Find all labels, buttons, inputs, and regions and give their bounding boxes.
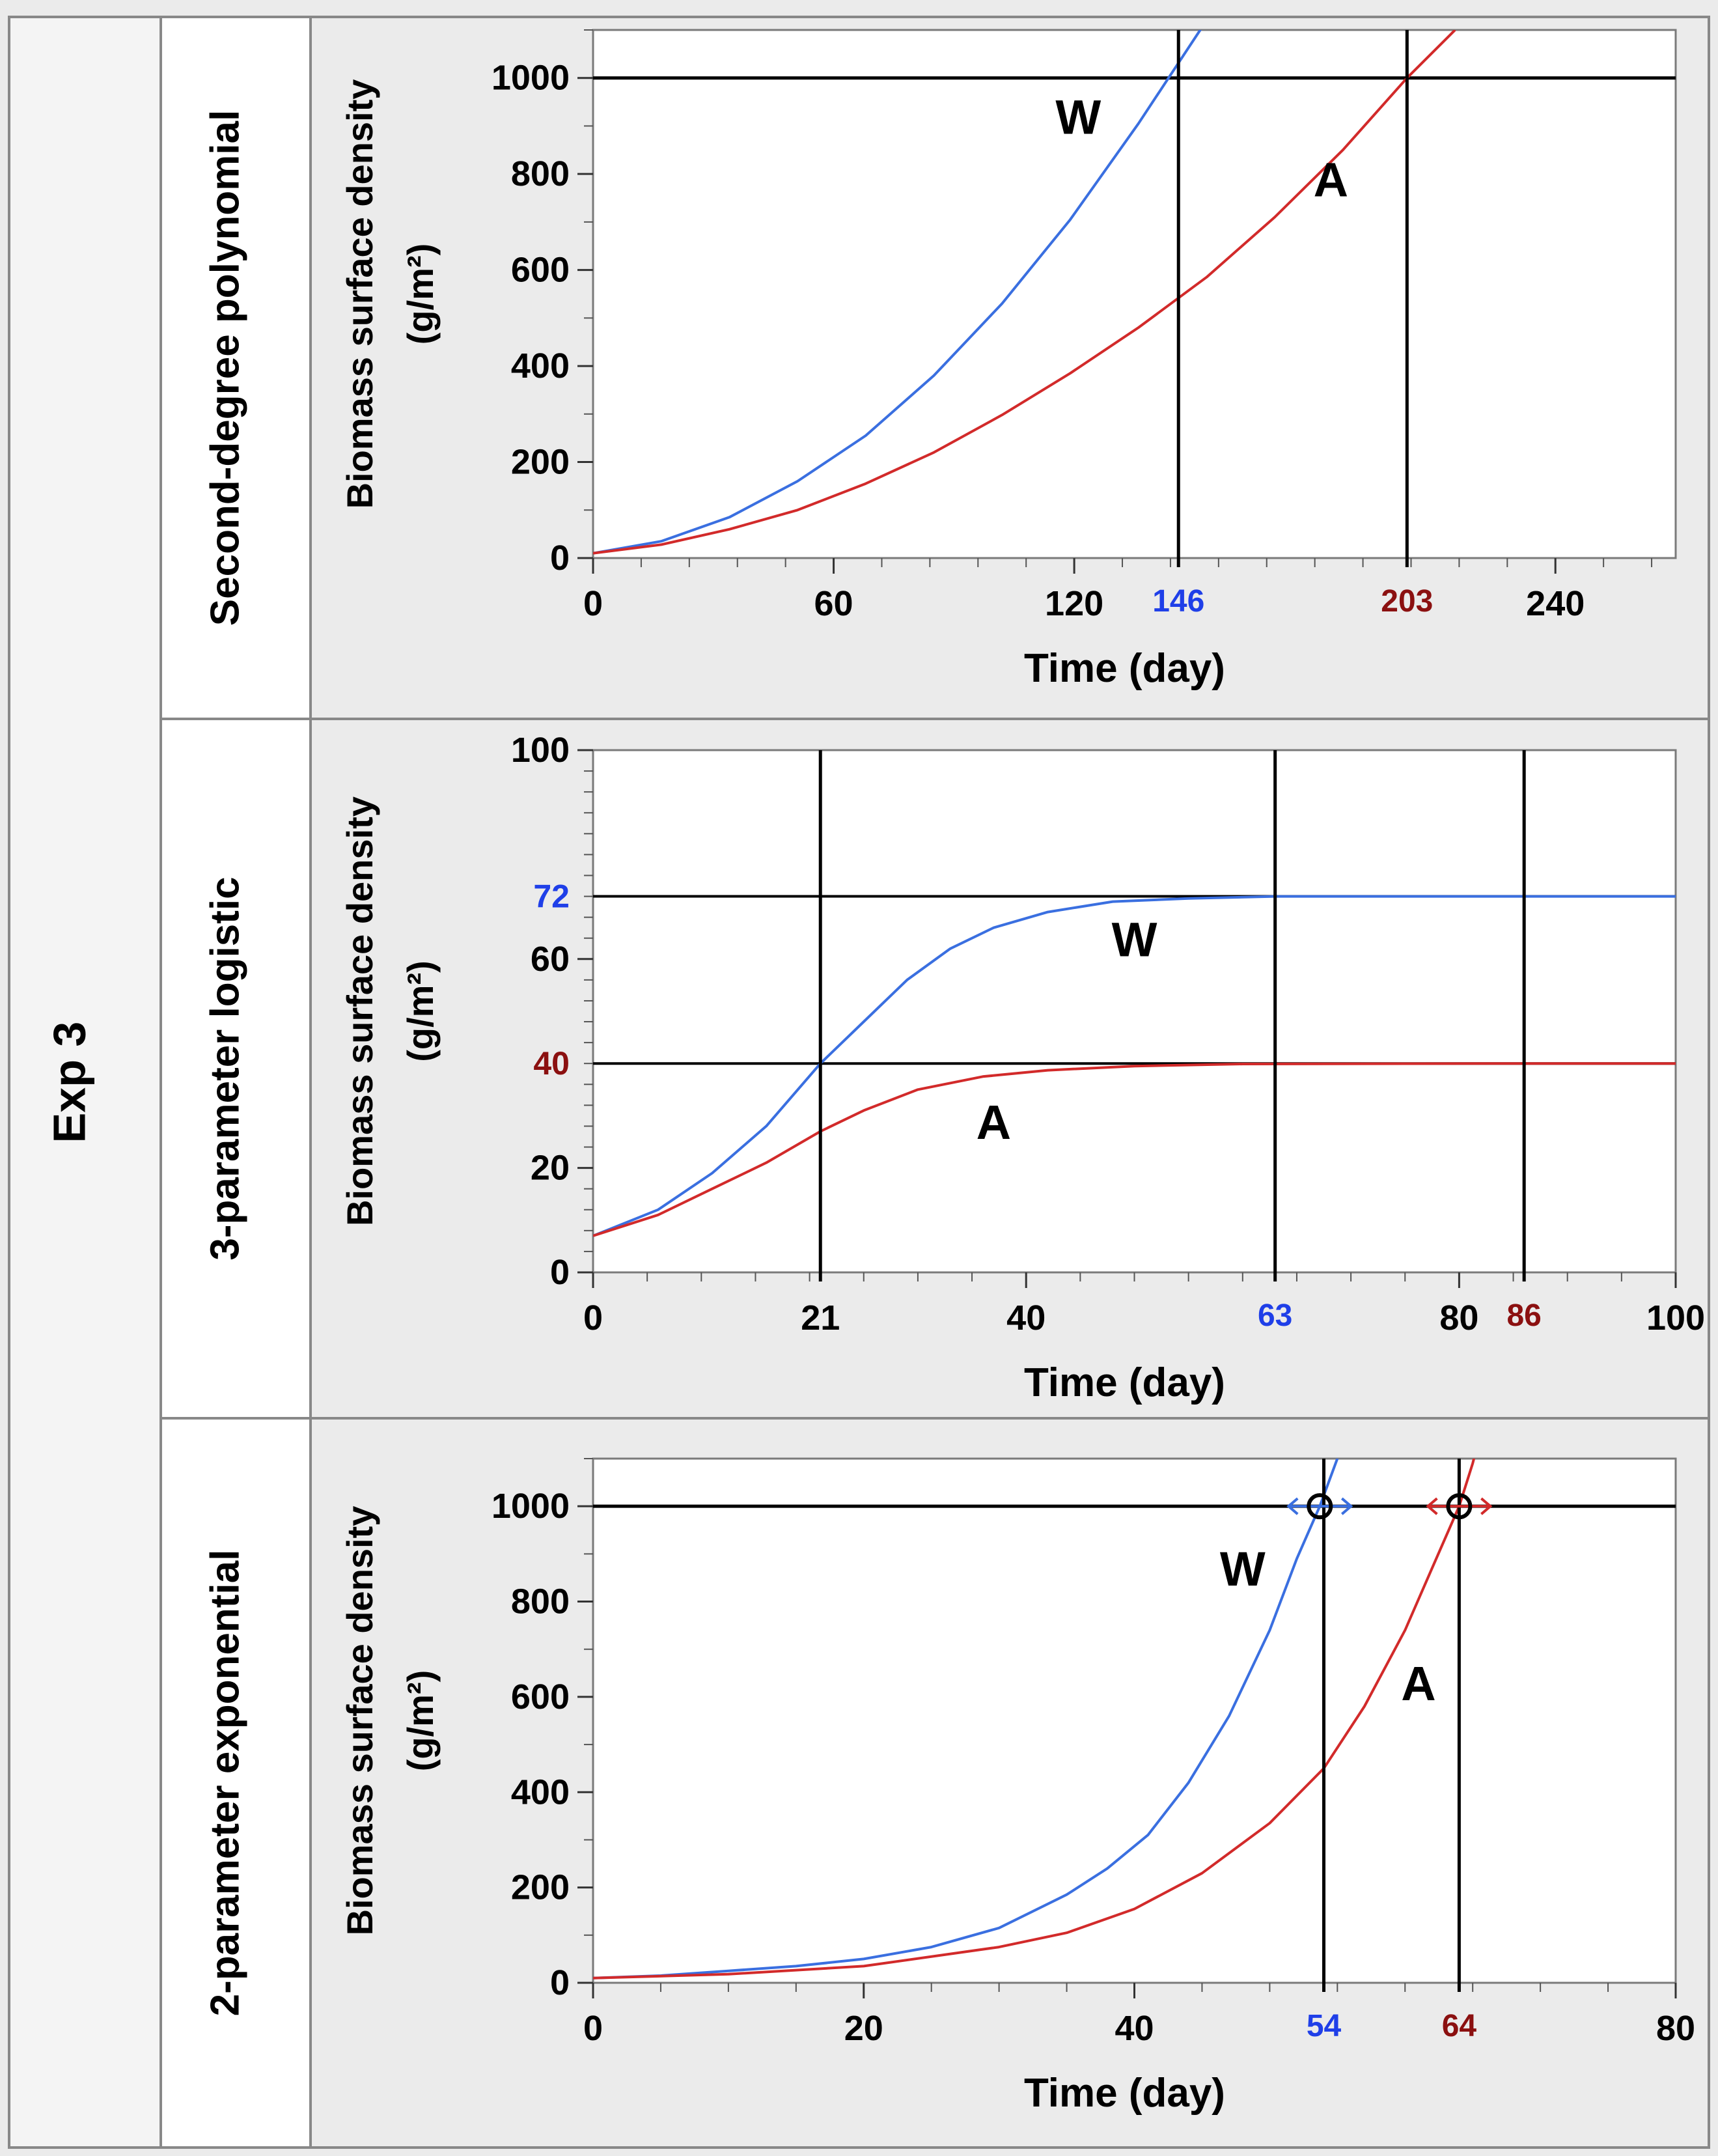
x-tick-label: 60 [814, 584, 853, 623]
y-tick-label: 60 [531, 940, 570, 979]
x-tick-label: 40 [1115, 2009, 1154, 2048]
x-axis-title: Time (day) [1024, 2071, 1225, 2116]
x-axis-title: Time (day) [1024, 1360, 1225, 1405]
series-A-line [593, 1459, 1476, 1980]
hline-label: 40 [533, 1045, 570, 1082]
panel-label-cell-1 [159, 16, 312, 720]
y-tick-label: 20 [531, 1149, 570, 1188]
panel-label-polynomial: Second-degree polynomial [202, 110, 247, 626]
y-tick-label: 200 [511, 443, 570, 482]
series-annotation-A: A [1401, 1657, 1435, 1711]
series-annotation-W: W [1220, 1542, 1266, 1596]
series-annotation-W: W [1055, 91, 1101, 145]
series-A-line [593, 1062, 1676, 1237]
series-annotation-W: W [1112, 912, 1157, 966]
vline-label: 21 [801, 1298, 840, 1337]
y-tick-label: 400 [511, 346, 570, 385]
marker-A-circle [1446, 1493, 1473, 1520]
y-tick-label: 0 [550, 539, 570, 578]
vline-label: 86 [1506, 1298, 1541, 1333]
x-tick-label: 80 [1656, 2009, 1695, 2048]
chart-panel-logistic: 0 40 80 100 0 20 60 100 Time (day) Biomass surfac… [309, 718, 1710, 1420]
y-axis-title: Biomass surface density [339, 1506, 380, 1936]
y-axis-unit: (g/m²) [400, 1670, 441, 1772]
vline-label: 64 [1442, 2009, 1477, 2043]
hline-label: 72 [533, 878, 570, 915]
marker-A-right-cap [1480, 1497, 1493, 1515]
y-tick-label: 600 [511, 1677, 570, 1716]
y-tick-label: 1000 [492, 1487, 570, 1526]
y-axis-title: Biomass surface density [339, 79, 380, 509]
exp-label: Exp 3 [44, 1022, 94, 1143]
series-A-line [593, 30, 1456, 555]
x-tick-label: 40 [1006, 1298, 1046, 1337]
series-W-line [593, 895, 1676, 1237]
series-W-line [593, 30, 1202, 555]
x-tick-label: 0 [583, 1298, 603, 1337]
vline-label: 63 [1258, 1298, 1292, 1333]
vline-label: 203 [1381, 584, 1433, 619]
exp-label-column [8, 16, 162, 2149]
plot-area [592, 29, 1677, 559]
x-tick-label: 100 [1646, 1298, 1705, 1337]
y-axis-unit: (g/m²) [400, 960, 441, 1062]
curves [593, 30, 1456, 555]
plot-area [592, 1457, 1677, 1984]
curves [593, 895, 1676, 1237]
y-tick-label: 0 [550, 1253, 570, 1292]
vline-label: 146 [1152, 584, 1204, 619]
panel-label-exponential: 2-parameter exponential [202, 1550, 247, 2017]
x-tick-label: 0 [583, 2009, 603, 2048]
y-tick-label: 100 [511, 731, 570, 770]
series-annotation-A: A [977, 1095, 1011, 1149]
y-axis-title: Biomass surface density [339, 796, 380, 1226]
x-tick-label: 80 [1439, 1298, 1478, 1337]
series-W-line [593, 1459, 1339, 1980]
x-tick-label: 20 [844, 2009, 883, 2048]
panel-label-cell-3 [159, 1417, 312, 2149]
y-tick-label: 0 [550, 1963, 570, 2002]
marker-W-right-cap [1340, 1497, 1353, 1515]
marker-A-left-cap [1426, 1497, 1438, 1515]
plot-area [592, 749, 1677, 1274]
marker-W-left-cap [1286, 1497, 1299, 1515]
x-axis-title: Time (day) [1024, 646, 1225, 691]
y-tick-label: 800 [511, 154, 570, 193]
y-tick-label: 800 [511, 1582, 570, 1621]
chart-panel-polynomial: 0 60 120 240 0 200 400 600 800 1000 Time (day) Biom… [309, 16, 1710, 720]
series-annotation-A: A [1314, 152, 1348, 206]
y-tick-label: 600 [511, 251, 570, 290]
marker-W-circle [1307, 1493, 1333, 1520]
curves [593, 1459, 1476, 1980]
panel-label-cell-2 [159, 718, 312, 1420]
y-tick-label: 200 [511, 1868, 570, 1907]
y-tick-label: 400 [511, 1772, 570, 1812]
x-tick-label: 120 [1045, 584, 1103, 623]
y-axis-unit: (g/m²) [400, 244, 441, 345]
panel-label-logistic: 3-parameter logistic [202, 876, 247, 1260]
vline-label: 54 [1307, 2009, 1342, 2043]
y-tick-label: 1000 [492, 59, 570, 98]
x-tick-label: 0 [583, 584, 603, 623]
x-tick-label: 240 [1526, 584, 1585, 623]
